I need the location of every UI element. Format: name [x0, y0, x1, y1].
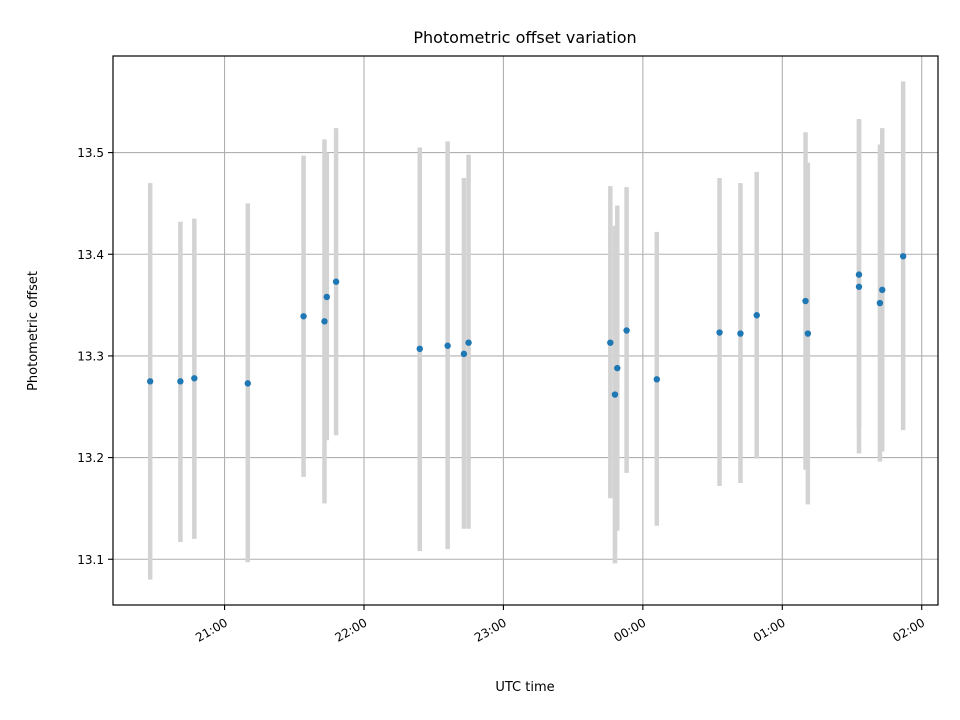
data-point — [191, 375, 198, 382]
y-tick-label: 13.2 — [77, 451, 104, 465]
y-axis-label: Photometric offset — [26, 271, 41, 391]
data-point — [716, 329, 723, 336]
data-points — [146, 253, 907, 398]
data-point — [332, 278, 340, 285]
data-point — [737, 330, 744, 337]
data-point — [300, 313, 307, 320]
data-point — [444, 342, 451, 349]
data-point — [607, 339, 614, 346]
data-point — [244, 380, 251, 387]
data-point — [899, 253, 907, 260]
data-point — [416, 345, 423, 352]
data-point — [653, 376, 661, 383]
data-point — [614, 364, 621, 372]
data-point — [146, 378, 154, 385]
y-axis-ticks: 13.1 13.2 13.3 13.4 13.5 — [77, 146, 113, 567]
data-point — [460, 350, 468, 358]
data-point — [879, 286, 886, 294]
data-point — [855, 271, 863, 278]
data-point — [876, 299, 884, 307]
y-tick-label: 13.5 — [77, 146, 104, 160]
data-point — [623, 327, 630, 334]
data-point — [177, 378, 184, 385]
grid-lines — [113, 56, 938, 605]
chart-title: Photometric offset variation — [413, 28, 636, 47]
data-point — [323, 293, 331, 301]
y-tick-label: 13.1 — [77, 553, 104, 567]
data-point — [804, 330, 812, 337]
plot-frame — [112, 55, 939, 606]
data-point — [753, 312, 760, 319]
y-tick-label: 13.3 — [77, 349, 104, 363]
data-point — [321, 318, 328, 325]
data-point — [855, 283, 863, 290]
data-point — [465, 339, 472, 346]
x-axis-label: UTC time — [495, 680, 554, 695]
y-tick-label: 13.4 — [77, 248, 104, 262]
data-point — [611, 391, 619, 398]
data-point — [802, 297, 809, 305]
